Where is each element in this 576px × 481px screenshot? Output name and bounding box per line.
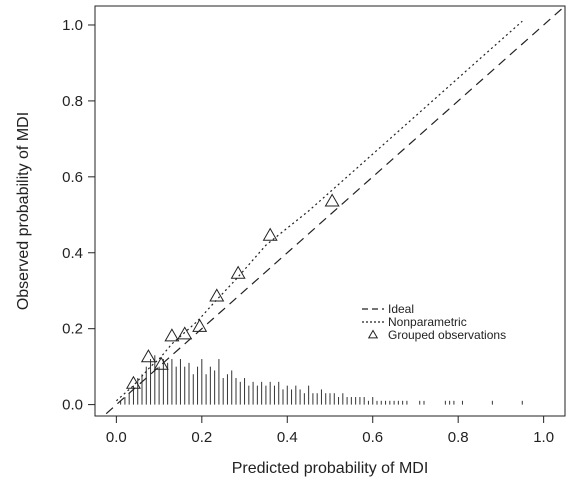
x-tick-label: 0.2 — [191, 429, 212, 446]
x-axis-title: Predicted probability of MDI — [232, 460, 429, 477]
grouped-observation-markers — [125, 193, 340, 389]
grouped-observation-point — [192, 318, 208, 332]
grouped-observation-point — [209, 288, 225, 302]
y-tick-label: 0.6 — [62, 169, 83, 186]
plot-frame — [94, 5, 566, 417]
grouped-observation-point — [125, 375, 141, 389]
grouped-observation-point — [140, 349, 156, 363]
y-axis-title: Observed probability of MDI — [15, 112, 32, 310]
grouped-observation-point — [164, 328, 180, 342]
grouped-observation-point — [177, 326, 193, 340]
y-tick-label: 0.2 — [62, 321, 83, 338]
x-tick-label: 0.8 — [448, 429, 469, 446]
y-tick-label: 0.8 — [62, 93, 83, 110]
legend-label: Ideal — [388, 302, 414, 316]
ideal-line — [102, 6, 565, 416]
legend-label: Grouped observations — [388, 328, 506, 342]
legend-key-grouped-observations — [367, 329, 379, 339]
y-tick-label: 0.4 — [62, 245, 83, 262]
grouped-observation-point — [153, 356, 169, 370]
calibration-lines — [102, 6, 565, 416]
y-axis: 0.0 0.2 0.4 0.6 0.8 1.0 — [62, 17, 95, 414]
grouped-observation-point — [262, 227, 278, 241]
nonparametric-line — [116, 20, 523, 402]
x-tick-label: 1.0 — [533, 429, 554, 446]
x-tick-label: 0.0 — [106, 429, 127, 446]
grouped-observation-point — [324, 193, 340, 207]
y-tick-label: 0.0 — [62, 397, 83, 414]
x-tick-label: 0.4 — [277, 429, 298, 446]
y-tick-label: 1.0 — [62, 17, 83, 34]
legend-label: Nonparametric — [388, 315, 467, 329]
x-axis: 0.0 0.2 0.4 0.6 0.8 1.0 — [106, 416, 554, 446]
x-tick-label: 0.6 — [362, 429, 383, 446]
rug-histogram — [120, 355, 523, 405]
grouped-observation-point — [230, 265, 246, 279]
